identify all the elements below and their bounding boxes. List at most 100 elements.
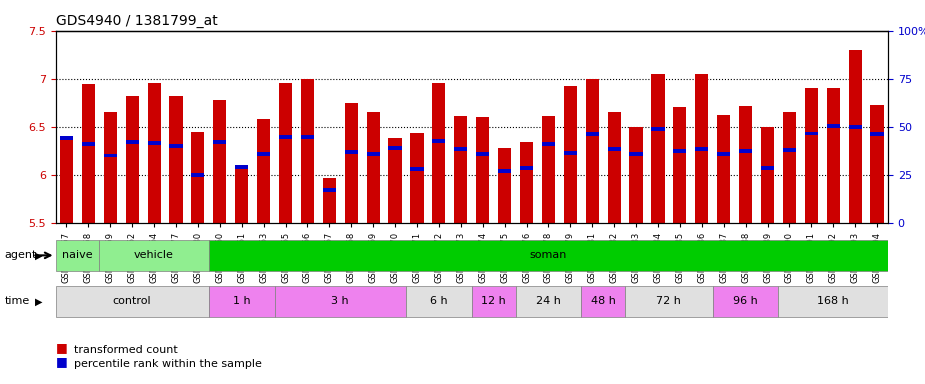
FancyBboxPatch shape [209,286,275,317]
Text: control: control [113,296,152,306]
Bar [432,139,446,143]
Bar [279,136,292,139]
Text: 6 h: 6 h [430,296,448,306]
Bar [366,112,380,223]
Bar [214,140,227,144]
Bar [563,86,577,223]
Bar [301,136,314,139]
Bar [235,167,248,223]
Bar [104,112,117,223]
Bar [104,154,117,157]
Bar [411,167,424,171]
Bar [783,148,796,152]
Bar [126,96,139,223]
FancyBboxPatch shape [56,240,99,271]
Bar [126,140,139,144]
FancyBboxPatch shape [472,286,515,317]
Text: 48 h: 48 h [591,296,616,306]
Bar [717,152,730,156]
FancyBboxPatch shape [581,286,625,317]
Bar [630,152,643,156]
Bar [805,88,818,223]
Bar [586,79,598,223]
Text: ▶: ▶ [35,296,43,306]
Bar [454,147,467,151]
FancyBboxPatch shape [209,240,888,271]
Bar [870,104,883,223]
FancyBboxPatch shape [625,286,713,317]
Bar [848,50,862,223]
Bar [169,144,182,148]
FancyBboxPatch shape [275,286,406,317]
Bar [696,147,709,151]
FancyBboxPatch shape [406,286,472,317]
Bar [783,112,796,223]
Bar [608,147,621,151]
FancyBboxPatch shape [515,286,581,317]
Bar [323,188,336,192]
Bar [191,132,204,223]
Bar [498,169,512,173]
Bar [827,88,840,223]
Bar [191,173,204,177]
Bar [257,152,270,156]
Bar [345,150,358,154]
Text: 72 h: 72 h [657,296,682,306]
FancyBboxPatch shape [713,286,779,317]
Bar [279,83,292,223]
Bar [301,79,314,223]
Bar [651,127,664,131]
Text: GDS4940 / 1381799_at: GDS4940 / 1381799_at [56,14,217,28]
Bar [520,142,533,223]
Bar [717,115,730,223]
Bar [542,142,555,146]
Text: 3 h: 3 h [331,296,349,306]
Bar [651,74,664,223]
Text: time: time [5,296,30,306]
Bar [235,165,248,169]
Bar [81,84,95,223]
Text: 24 h: 24 h [536,296,561,306]
Bar [563,151,577,154]
Bar [498,148,512,223]
FancyBboxPatch shape [56,286,209,317]
Text: ▶: ▶ [35,250,43,260]
Bar [388,146,401,150]
Bar [476,117,489,223]
Text: naive: naive [62,250,92,260]
Bar [827,124,840,127]
Text: ■: ■ [56,355,68,368]
Bar [696,74,709,223]
Text: 12 h: 12 h [481,296,506,306]
Bar [147,141,161,145]
Bar [805,131,818,136]
Bar [345,103,358,223]
Bar [630,127,643,223]
Bar [870,132,883,136]
Bar [81,142,95,146]
Bar [608,112,621,223]
Bar [542,116,555,223]
Bar [761,127,774,223]
Text: agent: agent [5,250,37,260]
Bar [323,178,336,223]
Bar [673,107,686,223]
Bar [147,83,161,223]
Bar [60,138,73,223]
Text: 96 h: 96 h [734,296,758,306]
Bar [476,152,489,156]
Text: 1 h: 1 h [233,296,251,306]
Text: vehicle: vehicle [134,250,174,260]
Bar [214,100,227,223]
FancyBboxPatch shape [99,240,209,271]
Bar [60,136,73,140]
Bar [432,83,446,223]
Bar [366,152,380,156]
Bar [673,149,686,152]
Bar [454,116,467,223]
Bar [257,119,270,223]
Text: percentile rank within the sample: percentile rank within the sample [74,359,262,369]
Bar [739,149,752,152]
Bar [586,132,598,136]
Text: ■: ■ [56,341,68,354]
